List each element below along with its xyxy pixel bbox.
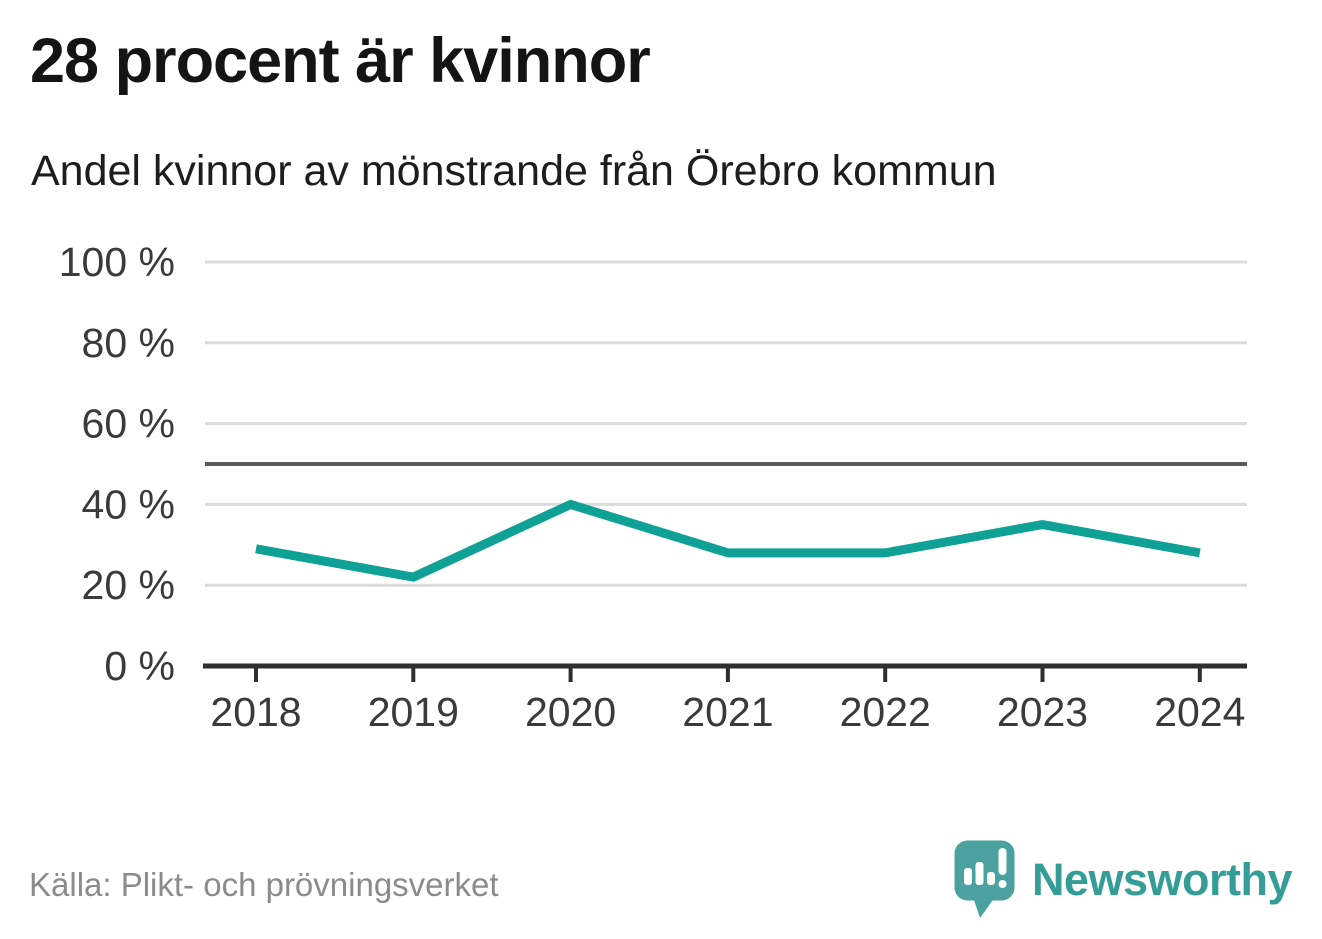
data-line — [255, 499, 1201, 582]
y-tick-label: 0 % — [104, 643, 175, 689]
x-tick-label: 2018 — [210, 689, 301, 735]
source-text: Källa: Plikt- och prövningsverket — [29, 866, 499, 903]
x-tick-label: 2019 — [368, 689, 459, 735]
page-title: 28 procent är kvinnor — [30, 26, 651, 96]
newsworthy-bubble-icon — [954, 840, 1015, 918]
x-tick-label: 2020 — [525, 689, 616, 735]
chart-subtitle: Andel kvinnor av mönstrande från Örebro … — [31, 147, 997, 195]
x-tick-label: 2021 — [682, 689, 773, 735]
brand-name: Newsworthy — [1031, 854, 1293, 905]
x-tick-label: 2024 — [1154, 689, 1245, 735]
newsworthy-logo: Newsworthy — [953, 839, 1293, 921]
y-tick-label: 100 % — [59, 239, 175, 285]
y-tick-label: 40 % — [82, 481, 175, 527]
y-tick-label: 60 % — [82, 401, 175, 447]
y-tick-label: 80 % — [82, 320, 175, 366]
x-tick-label: 2023 — [997, 689, 1088, 735]
x-tick-label: 2022 — [840, 689, 931, 735]
line-chart: 0 % 20 % 40 % 60 % 80 % 100 % 2018 2019 2020 2021… — [59, 239, 1247, 735]
y-tick-label: 20 % — [82, 562, 175, 608]
